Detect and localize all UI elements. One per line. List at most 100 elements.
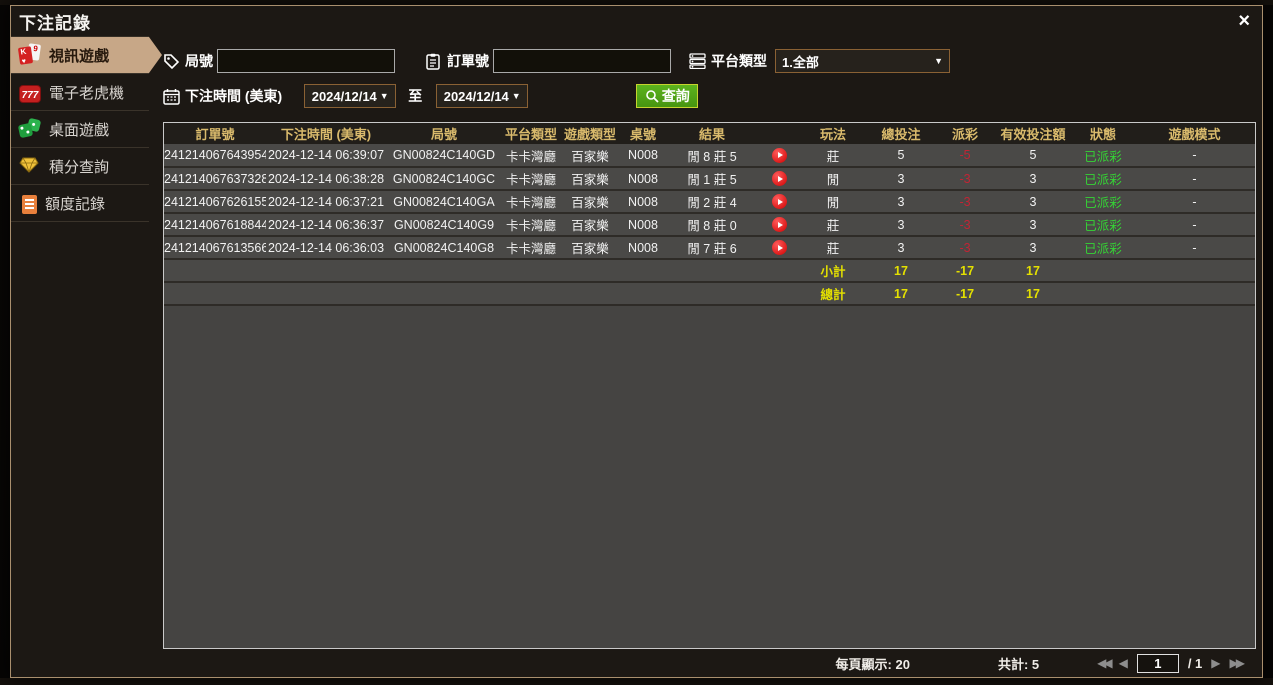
table-row: 241214067618844 2024-12-14 06:36:37 GN00… [164,213,1255,237]
cell-order-no: 241214067637328 [164,167,266,191]
cell-game-type: 百家樂 [560,236,620,260]
tag-icon [163,53,180,70]
col-header-platform: 平台類型 [502,123,560,144]
cell-result: 閒 8 莊 5 [666,144,758,168]
cell-result: 閒 2 莊 4 [666,190,758,214]
cell-platform: 卡卡灣廳 [502,236,560,260]
sidebar-item-label: 額度記錄 [45,195,106,213]
cell-status: 已派彩 [1072,213,1134,237]
platform-type-dropdown[interactable]: 1.全部 ▼ [775,49,950,73]
order-number-label-group: 訂單號 [425,51,489,71]
replay-play-icon[interactable] [771,171,787,187]
col-header-payout: 派彩 [936,123,994,144]
cell-payout: -5 [936,144,994,168]
sidebar-item-label: 積分查詢 [49,158,110,176]
col-header-table-no: 桌號 [620,123,666,144]
col-header-round-no: 局號 [386,123,502,144]
cell-table-no: N008 [620,213,666,237]
sidebar-item-video-games[interactable]: 9 K ♥ 視訊遊戲 [11,37,162,74]
sidebar-item-credit-records[interactable]: 額度記錄 [11,185,149,222]
date-to-label: 至 [408,88,423,104]
cell-table-no: N008 [620,167,666,191]
background-game [0,678,1273,685]
cell-table-no: N008 [620,236,666,260]
sidebar-item-label: 桌面遊戲 [49,121,110,139]
subtotal-valid-bet: 17 [994,259,1072,283]
round-number-input[interactable] [217,49,395,73]
search-icon [645,89,659,103]
cell-round-no: GN00824C140G8 [386,236,502,260]
table-row: 241214067643954 2024-12-14 06:39:07 GN00… [164,144,1255,168]
first-page-icon[interactable]: ◀◀ [1097,656,1113,670]
chevron-down-icon: ▼ [379,91,389,101]
cell-replay [758,144,800,168]
cell-status: 已派彩 [1072,144,1134,168]
cell-order-no: 241214067643954 [164,144,266,168]
cell-status: 已派彩 [1072,167,1134,191]
cell-play-method: 莊 [800,236,866,260]
query-button[interactable]: 查詢 [636,84,699,108]
cell-play-method: 閒 [800,167,866,191]
dialog-titlebar: 下注記錄 × [11,6,1262,36]
table-row: 241214067626155 2024-12-14 06:37:21 GN00… [164,190,1255,214]
cell-game-mode: - [1134,236,1255,260]
cell-game-mode: - [1134,167,1255,191]
dice-icon [17,117,42,140]
col-header-status: 狀態 [1072,123,1134,144]
server-list-icon [689,52,706,70]
dialog-title: 下注記錄 [19,13,91,33]
cell-payout: -3 [936,236,994,260]
sidebar-item-label: 電子老虎機 [49,84,125,102]
cell-total-bet: 3 [866,213,936,237]
date-to-picker[interactable]: 2024/12/14 ▼ [436,84,529,108]
total-total-bet: 17 [866,282,936,306]
page-number-input[interactable] [1136,653,1179,673]
sidebar-item-slots[interactable]: 777 電子老虎機 [11,74,149,111]
date-from-picker[interactable]: 2024/12/14 ▼ [304,84,397,108]
cell-play-method: 閒 [800,190,866,214]
replay-play-icon[interactable] [771,147,787,163]
slots-777-icon: 777 [19,85,41,103]
cell-replay [758,213,800,237]
total-row: 總計 17 -17 17 [164,282,1255,306]
sidebar-item-points-query[interactable]: 積分查詢 [11,148,149,185]
order-number-input[interactable] [493,49,671,73]
cell-result: 閒 1 莊 5 [666,167,758,191]
cell-replay [758,236,800,260]
date-from-value: 2024/12/14 [311,88,377,104]
last-page-icon[interactable]: ▶▶ [1229,656,1246,670]
cell-valid-bet: 3 [994,167,1072,191]
bet-time-label-group: 下注時間 (美東) [163,86,282,106]
col-header-game-mode: 遊戲模式 [1134,123,1255,144]
sidebar-item-table-games[interactable]: 桌面遊戲 [11,111,149,148]
cell-valid-bet: 5 [994,144,1072,168]
diamond-icon [19,155,41,177]
cell-valid-bet: 3 [994,190,1072,214]
cell-play-method: 莊 [800,144,866,168]
cell-order-no: 241214067618844 [164,213,266,237]
total-payout: -17 [936,282,994,306]
platform-type-label-group: 平台類型 [689,51,767,71]
document-icon [22,194,37,214]
cell-game-type: 百家樂 [560,190,620,214]
cell-order-no: 241214067626155 [164,190,266,214]
replay-play-icon[interactable] [771,217,787,233]
cell-result: 閒 8 莊 0 [666,213,758,237]
col-header-replay [758,123,800,144]
sidebar: 9 K ♥ 視訊遊戲 777 電子老虎機 桌面遊戲 積分查詢 [11,36,162,677]
next-page-icon[interactable]: ▶ [1211,656,1221,670]
cell-play-method: 莊 [800,213,866,237]
cell-bet-time: 2024-12-14 06:38:28 [266,167,386,191]
col-header-result: 結果 [666,123,758,144]
total-label: 總計 [800,282,866,306]
prev-page-icon[interactable]: ◀ [1118,656,1128,670]
col-header-bet-time: 下注時間 (美東) [266,123,386,144]
cell-round-no: GN00824C140GC [386,167,502,191]
replay-play-icon[interactable] [771,194,787,210]
close-icon[interactable]: × [1238,10,1250,32]
table-header-row: 訂單號 下注時間 (美東) 局號 平台類型 遊戲類型 桌號 結果 玩法 總投注 … [164,123,1255,144]
cell-table-no: N008 [620,190,666,214]
replay-play-icon[interactable] [771,240,787,256]
cell-platform: 卡卡灣廳 [502,167,560,191]
calendar-icon [163,88,180,105]
